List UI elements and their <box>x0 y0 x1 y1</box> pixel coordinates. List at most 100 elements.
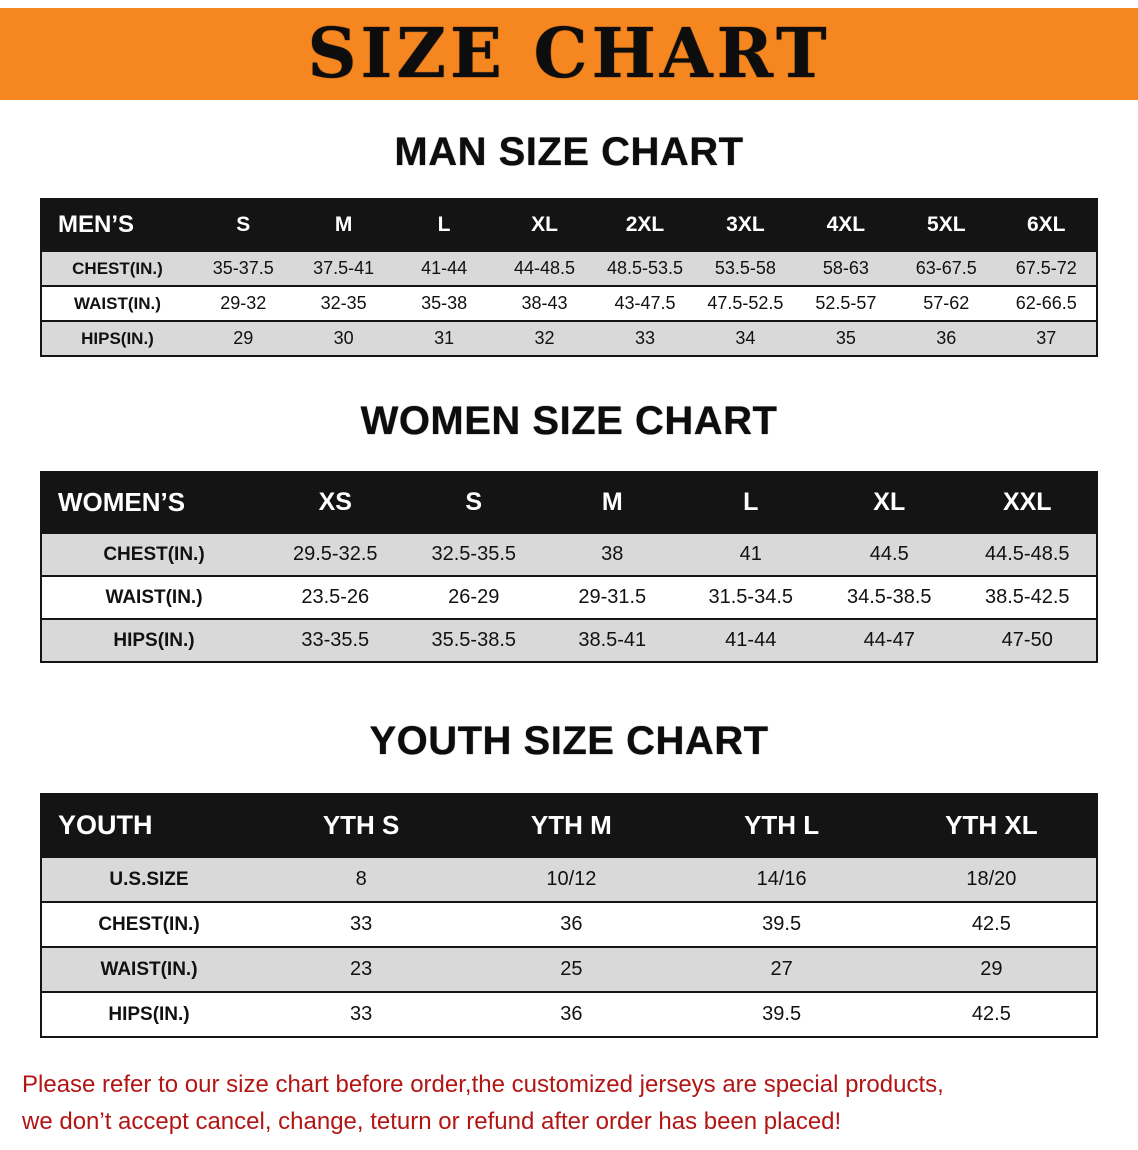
women-section: WOMEN SIZE CHART WOMEN’S XS S M L XL XXL… <box>0 399 1138 663</box>
row-label: CHEST(IN.) <box>98 913 200 935</box>
size-cell: 47-50 <box>1001 629 1053 651</box>
size-cell: 36 <box>560 913 583 935</box>
size-cell: 38.5-42.5 <box>984 586 1070 608</box>
size-cell: 44-48.5 <box>514 258 576 278</box>
youth-table-corner-label: YOUTH <box>58 810 153 840</box>
size-cell: 29-31.5 <box>578 586 647 608</box>
page-title: SIZE CHART <box>307 14 831 94</box>
size-cell: 33 <box>350 913 373 935</box>
size-cell: 32 <box>534 328 555 348</box>
women-size-table: WOMEN’S XS S M L XL XXL CHEST(IN.) 29.5-… <box>40 471 1098 663</box>
size-column-header: L <box>743 488 759 516</box>
banner: SIZE CHART <box>0 8 1138 100</box>
row-label: HIPS(IN.) <box>81 328 154 348</box>
size-column-header: XL <box>531 213 558 236</box>
men-header-row: MEN’S S M L XL 2XL 3XL 4XL 5XL 6XL <box>41 199 1097 251</box>
youth-section: YOUTH SIZE CHART YOUTH YTH S YTH M YTH L… <box>0 719 1138 1038</box>
size-cell: 29 <box>980 958 1003 980</box>
size-column-header: S <box>236 213 251 236</box>
size-column-header: YTH XL <box>945 810 1038 840</box>
size-cell: 29-32 <box>220 293 267 313</box>
size-cell: 43-47.5 <box>614 293 676 313</box>
men-section: MAN SIZE CHART MEN’S S M L XL 2XL 3XL 4X… <box>0 130 1138 357</box>
size-column-header: S <box>465 488 483 516</box>
size-cell: 31 <box>434 328 455 348</box>
size-cell: 42.5 <box>971 1003 1011 1025</box>
size-cell: 36 <box>560 1003 583 1025</box>
women-table-head: WOMEN’S XS S M L XL XXL <box>41 472 1097 533</box>
size-column-header: 6XL <box>1026 213 1066 236</box>
size-cell: 41-44 <box>725 629 777 651</box>
size-column-header: M <box>334 213 353 236</box>
size-column-header: XL <box>873 488 906 516</box>
men-table-head: MEN’S S M L XL 2XL 3XL 4XL 5XL 6XL <box>41 199 1097 251</box>
youth-size-table: YOUTH YTH S YTH M YTH L YTH XL U.S.SIZE … <box>40 793 1098 1038</box>
row-label: CHEST(IN.) <box>103 543 205 565</box>
table-row: HIPS(IN.) 29 30 31 32 33 34 35 36 37 <box>41 321 1097 356</box>
table-row: CHEST(IN.) 35-37.5 37.5-41 41-44 44-48.5… <box>41 251 1097 286</box>
size-cell: 52.5-57 <box>815 293 877 313</box>
size-column-header: L <box>437 213 451 236</box>
size-cell: 33-35.5 <box>301 629 370 651</box>
size-cell: 29.5-32.5 <box>292 543 378 565</box>
size-column-header: 3XL <box>726 213 765 236</box>
size-cell: 35-37.5 <box>212 258 274 278</box>
size-cell: 44.5-48.5 <box>984 543 1070 565</box>
size-cell: 35.5-38.5 <box>431 629 516 651</box>
size-cell: 38-43 <box>521 293 568 313</box>
size-column-header: 2XL <box>625 213 665 236</box>
table-row: WAIST(IN.) 23 25 27 29 <box>41 947 1097 992</box>
row-label: U.S.SIZE <box>109 868 189 890</box>
size-cell: 53.5-58 <box>714 258 776 278</box>
size-cell: 35-38 <box>421 293 468 313</box>
size-cell: 34 <box>735 328 756 348</box>
men-table-body: CHEST(IN.) 35-37.5 37.5-41 41-44 44-48.5… <box>41 251 1097 356</box>
size-cell: 39.5 <box>762 1003 802 1025</box>
size-cell: 10/12 <box>546 868 597 890</box>
size-cell: 44-47 <box>863 629 915 651</box>
row-label: WAIST(IN.) <box>105 586 203 608</box>
size-cell: 35 <box>835 328 856 348</box>
size-cell: 18/20 <box>966 868 1017 890</box>
size-cell: 47.5-52.5 <box>707 293 784 313</box>
table-row: WAIST(IN.) 29-32 32-35 35-38 38-43 43-47… <box>41 286 1097 321</box>
table-row: HIPS(IN.) 33 36 39.5 42.5 <box>41 992 1097 1037</box>
size-cell: 42.5 <box>971 913 1011 935</box>
size-column-header: 5XL <box>927 213 966 236</box>
size-cell: 32-35 <box>320 293 367 313</box>
disclaimer-line-1: Please refer to our size chart before or… <box>22 1071 944 1098</box>
youth-table-head: YOUTH YTH S YTH M YTH L YTH XL <box>41 794 1097 857</box>
row-label: CHEST(IN.) <box>72 258 163 278</box>
row-label: WAIST(IN.) <box>74 293 161 313</box>
row-label: HIPS(IN.) <box>108 1003 190 1025</box>
men-table-corner-label: MEN’S <box>58 211 135 238</box>
table-row: WAIST(IN.) 23.5-26 26-29 29-31.5 31.5-34… <box>41 576 1097 619</box>
men-heading: MAN SIZE CHART <box>394 130 744 174</box>
size-cell: 48.5-53.5 <box>606 258 683 278</box>
size-cell: 67.5-72 <box>1015 258 1077 278</box>
size-cell: 62-66.5 <box>1015 293 1077 313</box>
disclaimer-line-2: we don’t accept cancel, change, teturn o… <box>22 1108 842 1136</box>
youth-table-body: U.S.SIZE 8 10/12 14/16 18/20 CHEST(IN.) … <box>41 857 1097 1037</box>
size-cell: 14/16 <box>756 868 807 890</box>
men-size-table: MEN’S S M L XL 2XL 3XL 4XL 5XL 6XL CHEST… <box>40 198 1098 357</box>
youth-header-row: YOUTH YTH S YTH M YTH L YTH XL <box>41 794 1097 857</box>
size-cell: 41 <box>739 543 762 565</box>
youth-heading: YOUTH SIZE CHART <box>369 719 769 763</box>
size-column-header: YTH S <box>322 810 400 840</box>
size-cell: 34.5-38.5 <box>846 586 932 608</box>
row-label: HIPS(IN.) <box>113 629 195 651</box>
size-column-header: YTH M <box>530 810 612 840</box>
table-row: U.S.SIZE 8 10/12 14/16 18/20 <box>41 857 1097 902</box>
size-cell: 41-44 <box>421 258 468 278</box>
size-cell: 30 <box>333 328 354 348</box>
disclaimer: Please refer to our size chart before or… <box>22 1066 1116 1140</box>
size-cell: 33 <box>634 328 655 348</box>
size-cell: 23.5-26 <box>301 586 370 608</box>
size-cell: 23 <box>350 958 373 980</box>
size-cell: 27 <box>770 958 793 980</box>
size-cell: 32.5-35.5 <box>431 543 516 565</box>
women-table-corner-label: WOMEN’S <box>58 487 186 517</box>
size-cell: 63-67.5 <box>915 258 977 278</box>
table-row: CHEST(IN.) 33 36 39.5 42.5 <box>41 902 1097 947</box>
